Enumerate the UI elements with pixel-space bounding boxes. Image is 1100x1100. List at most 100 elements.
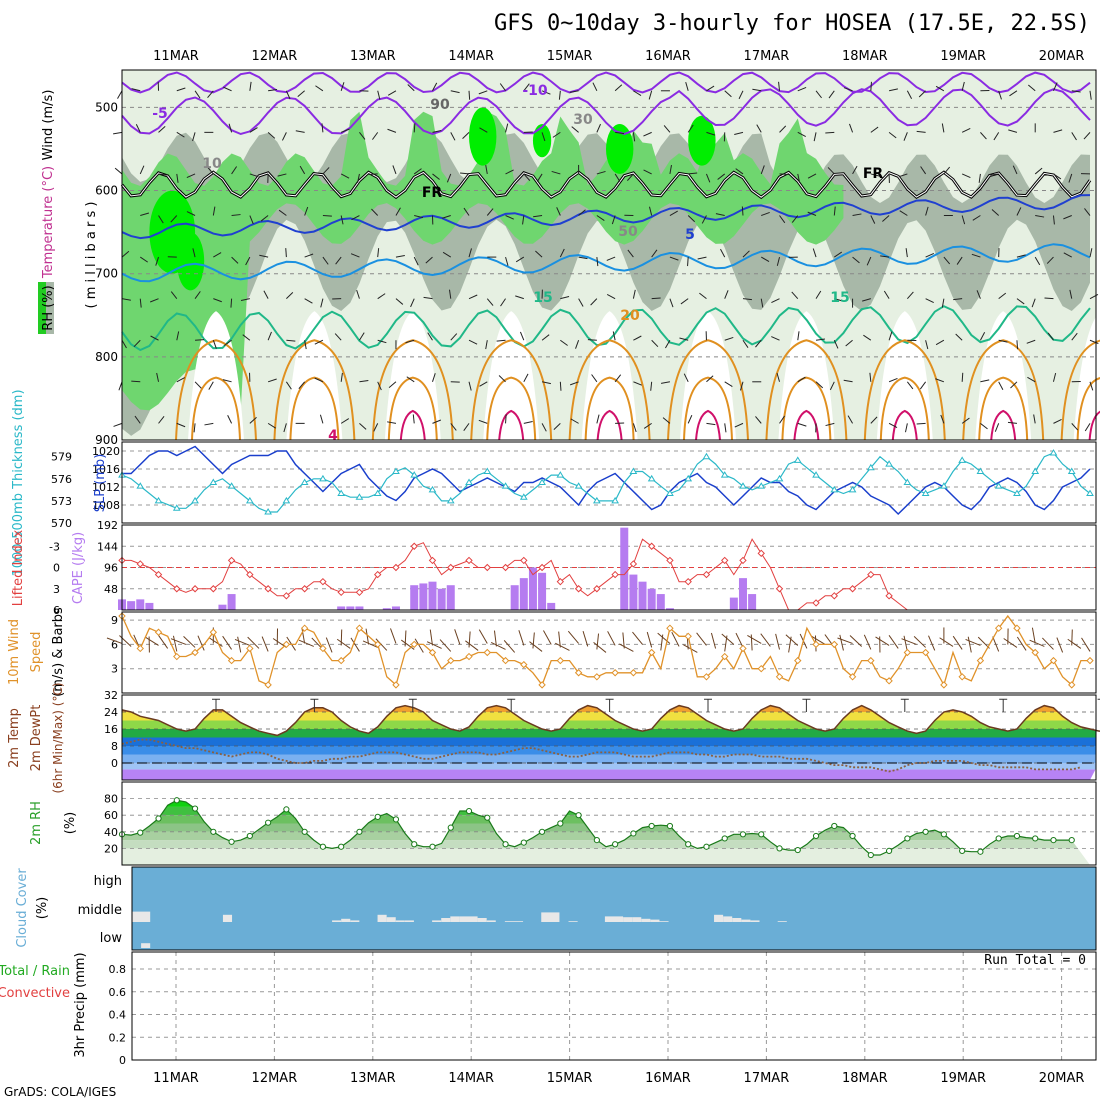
wind-speed-marker xyxy=(848,673,857,681)
wind-barb xyxy=(1034,167,1043,175)
wind-barb xyxy=(449,289,452,299)
lifted-index-marker xyxy=(593,585,601,593)
wind10m-barb xyxy=(298,639,314,647)
cloud-mid-bar xyxy=(632,917,642,922)
wind-barb xyxy=(560,295,570,300)
wind-barb xyxy=(829,381,835,391)
wind-barb xyxy=(523,83,530,92)
wind-barb xyxy=(724,290,729,299)
wind10m-barb xyxy=(404,630,407,647)
wind-barb xyxy=(606,256,616,261)
wind10m-barb xyxy=(362,640,378,648)
wind-barb xyxy=(916,422,926,425)
wind-barb xyxy=(648,90,653,100)
wind-barb xyxy=(486,208,494,216)
wind-barb xyxy=(277,173,287,177)
wind-speed-marker xyxy=(593,673,601,681)
wind-speed-marker xyxy=(154,628,163,636)
wind-barb xyxy=(1044,297,1054,300)
pressure-tick-label: 800 xyxy=(95,350,118,364)
panel-frame xyxy=(121,69,1097,441)
rh2m-marker xyxy=(904,835,911,842)
wind10m-barb xyxy=(529,641,543,652)
rh-dry-pocket xyxy=(384,311,441,440)
temp-band xyxy=(122,763,1096,770)
wind-barb xyxy=(314,339,324,345)
wind-barb xyxy=(688,172,698,175)
wind-barb xyxy=(791,215,799,223)
wind-barb xyxy=(268,89,278,92)
thickness-marker xyxy=(282,496,291,504)
wind-barb xyxy=(706,85,715,92)
wind10m-barb xyxy=(454,629,461,645)
wind-barb xyxy=(131,380,141,383)
wind-barb xyxy=(632,423,637,433)
wind-barb xyxy=(614,84,623,92)
wind-speed-marker xyxy=(173,652,181,661)
rh2m-marker xyxy=(758,831,765,838)
wind-barb xyxy=(1052,372,1057,382)
wind-barb xyxy=(485,340,488,350)
wind-barb xyxy=(742,339,749,348)
thickness-marker xyxy=(1049,449,1058,456)
thickness-marker xyxy=(501,482,510,489)
wind-barb xyxy=(756,124,762,133)
wind-barb xyxy=(515,295,524,300)
wind-barb xyxy=(1047,332,1054,341)
lifted-index-marker xyxy=(428,556,437,565)
wind-barb xyxy=(578,256,588,260)
wind-barb xyxy=(776,256,780,266)
wind-barb xyxy=(669,298,674,308)
rh2m-marker xyxy=(283,806,290,813)
cloud-mid-bar xyxy=(641,918,651,922)
rh2m-tick-label: 40 xyxy=(104,826,118,839)
cloud-mid-bar xyxy=(377,914,387,922)
cloud-mid-bar xyxy=(623,917,633,922)
wind10m-barb xyxy=(170,638,187,645)
wind-barb xyxy=(976,290,981,299)
wind10m-barb xyxy=(632,631,643,645)
wind10m-barb xyxy=(144,636,159,646)
wind-barb xyxy=(423,296,433,300)
wind-barb xyxy=(304,206,309,216)
wind-barb xyxy=(212,340,217,349)
wind-barb xyxy=(715,213,725,216)
wind-barb xyxy=(140,212,150,216)
wind-barb xyxy=(535,250,543,258)
wind-barb xyxy=(1089,339,1099,345)
temp-color-bands xyxy=(122,705,1096,780)
wind-barb xyxy=(135,124,141,133)
wind-barb xyxy=(533,215,543,218)
wind-barb xyxy=(463,423,470,431)
cape-bar xyxy=(538,572,547,610)
isotherm-5 xyxy=(121,194,1091,240)
precip-tick-label: 0.8 xyxy=(109,963,127,976)
wind-speed-marker xyxy=(867,656,875,665)
date-label-bottom: 20MAR xyxy=(1039,1071,1085,1086)
wind-speed-marker xyxy=(794,656,802,665)
wind-speed-marker xyxy=(666,624,674,632)
wind-speed-marker xyxy=(209,628,218,636)
wind10m-barb xyxy=(696,632,707,646)
temp-band xyxy=(122,754,1096,763)
wind-barb xyxy=(432,373,436,382)
wind10m-barb xyxy=(558,631,561,648)
wind-barb xyxy=(779,415,785,424)
cloud-mid-bar xyxy=(450,916,460,922)
wind-barb xyxy=(998,381,1004,390)
wind-barb xyxy=(569,381,579,386)
wind-barb xyxy=(1016,207,1022,216)
isotherm-25 xyxy=(1088,410,1100,441)
wind-barb xyxy=(687,414,693,424)
wind-barb xyxy=(462,131,470,139)
wind-barb xyxy=(955,333,963,341)
wind-barb xyxy=(627,173,634,181)
wind-barb xyxy=(905,248,908,258)
cape-bar xyxy=(638,581,647,610)
rh2m-marker xyxy=(155,815,162,822)
wind-barb xyxy=(980,379,990,383)
wind-barb xyxy=(523,173,531,181)
wind-speed-marker xyxy=(246,644,254,653)
rh2m-marker xyxy=(648,822,655,830)
isotherm-20-inner xyxy=(683,376,733,441)
